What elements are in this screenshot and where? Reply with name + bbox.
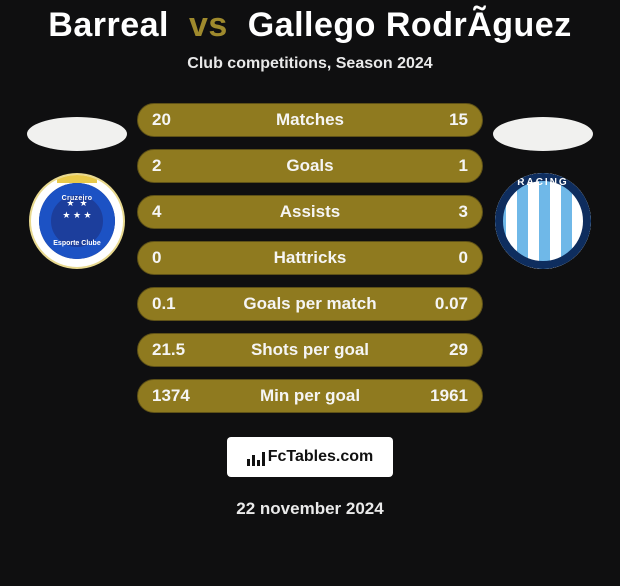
right-flag-oval [493,117,593,151]
subtitle: Club competitions, Season 2024 [0,55,620,73]
stat-left-value: 21.5 [152,340,200,360]
stat-bar: 2Goals1 [137,149,483,183]
stat-right-value: 15 [420,110,468,130]
stat-bar: 0.1Goals per match0.07 [137,287,483,321]
stat-label: Matches [200,110,420,130]
vs-text: vs [189,6,228,44]
date-text: 22 november 2024 [0,499,620,519]
left-flag-oval [27,117,127,151]
player2-name: Gallego RodrÃ­guez [248,6,572,44]
fctables-text: FcTables.com [268,448,374,466]
stat-label: Hattricks [200,248,420,268]
chart-icon [247,448,265,466]
stat-bar: 4Assists3 [137,195,483,229]
cruzeiro-inner: Cruzeiro ★ ★★ ★ ★ Esporte Clube [39,183,115,259]
stat-left-value: 0.1 [152,294,200,314]
stat-right-value: 3 [420,202,468,222]
right-side: RACING [483,103,603,269]
crown-icon [57,173,97,183]
stat-right-value: 0 [420,248,468,268]
stat-bar: 1374Min per goal1961 [137,379,483,413]
content-area: Cruzeiro ★ ★★ ★ ★ Esporte Clube 20Matche… [0,103,620,413]
racing-label: RACING [495,177,591,188]
stat-right-value: 29 [420,340,468,360]
stat-label: Shots per goal [200,340,420,360]
stat-label: Goals [200,156,420,176]
stat-left-value: 1374 [152,386,200,406]
stat-right-value: 1961 [420,386,468,406]
cruzeiro-label-bottom: Esporte Clube [39,240,115,247]
stat-bar: 21.5Shots per goal29 [137,333,483,367]
stat-bars: 20Matches152Goals14Assists30Hattricks00.… [137,103,483,413]
comparison-title: Barreal vs Gallego RodrÃ­guez [0,6,620,45]
left-side: Cruzeiro ★ ★★ ★ ★ Esporte Clube [17,103,137,269]
stat-bar: 20Matches15 [137,103,483,137]
player1-name: Barreal [48,6,169,44]
stat-left-value: 4 [152,202,200,222]
stat-left-value: 0 [152,248,200,268]
stat-label: Goals per match [200,294,420,314]
stat-right-value: 0.07 [420,294,468,314]
cruzeiro-stars: ★ ★★ ★ ★ [53,197,101,245]
stat-left-value: 2 [152,156,200,176]
stat-bar: 0Hattricks0 [137,241,483,275]
stat-label: Assists [200,202,420,222]
stat-right-value: 1 [420,156,468,176]
stat-label: Min per goal [200,386,420,406]
left-club-badge: Cruzeiro ★ ★★ ★ ★ Esporte Clube [29,173,125,269]
stat-left-value: 20 [152,110,200,130]
fctables-logo: FcTables.com [227,437,393,477]
right-club-badge: RACING [495,173,591,269]
